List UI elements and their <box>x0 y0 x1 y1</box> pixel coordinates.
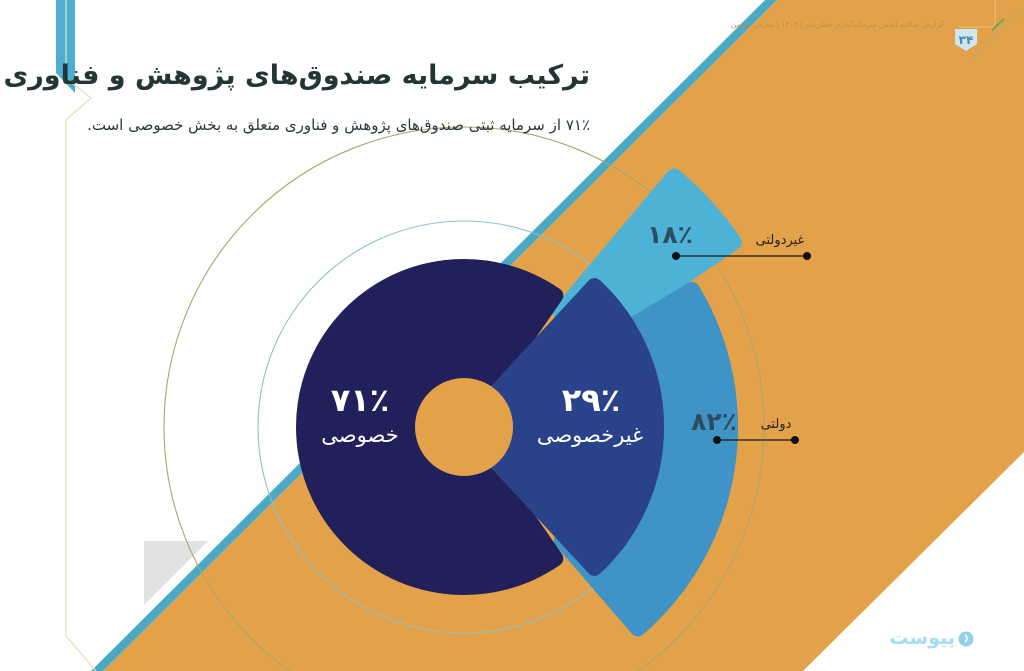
top-right-diagonal-dash <box>991 18 1005 31</box>
leader-dot <box>672 252 680 260</box>
page-number: ۳۴ <box>958 33 974 47</box>
page-badge-shape <box>955 29 977 51</box>
leader-dot <box>791 436 799 444</box>
pivot-logo-icon <box>958 631 974 647</box>
chart-guide-circle-outer <box>163 126 765 671</box>
page-title: ترکیب سرمایه صندوق‌های پژوهش و فناوری <box>3 60 591 91</box>
top-right-diagonal-line <box>967 7 1024 64</box>
gray-corner-triangle <box>144 541 208 605</box>
nongov-category-label: غیردولتی <box>755 233 805 248</box>
running-header: گزارش سالانه انجمن سرمایه‌گذاری خطرپذیر … <box>731 20 944 29</box>
gov-category-label: دولتی <box>760 417 792 432</box>
left-gold-frame-line <box>65 0 97 671</box>
nonprivate-percent-label: ۲۹٪ <box>561 381 621 419</box>
private-category-label: خصوصی <box>321 423 399 447</box>
nonprivate-category-label: غیرخصوصی <box>536 423 644 447</box>
page-subtitle: ۷۱٪ از سرمایه ثبتی صندوق‌های پژوهش و فنا… <box>87 116 590 134</box>
leader-dot <box>713 436 721 444</box>
pivot-logo-text: پیوست <box>889 627 955 649</box>
pivot-logo-icon-mark <box>964 634 968 643</box>
private-percent-label: ۷۱٪ <box>330 381 390 419</box>
nongov-percent-label: ۱۸٪ <box>647 220 693 249</box>
donut-center-hole <box>415 378 513 476</box>
leader-dot <box>803 252 811 260</box>
gov-percent-label: ۸۲٪ <box>691 407 737 436</box>
